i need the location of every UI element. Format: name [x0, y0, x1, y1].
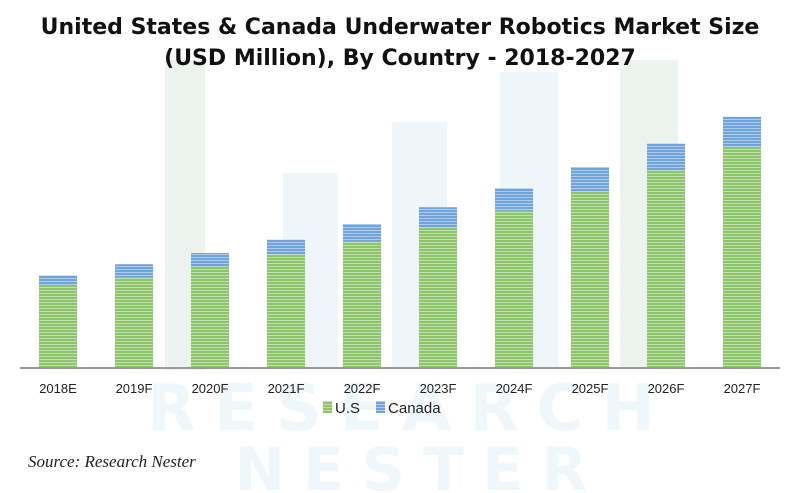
x-tick-label: 2018E	[39, 381, 77, 396]
bar-us-2021F	[267, 254, 305, 367]
bar-us-2018E	[39, 285, 77, 367]
x-tick-label: 2027F	[724, 381, 761, 396]
title-line-1: United States & Canada Underwater Roboti…	[40, 15, 760, 40]
chart-title: United States & Canada Underwater Roboti…	[0, 12, 800, 74]
svg-text:NESTER: NESTER	[235, 435, 606, 493]
title-line-2: (USD Million), By Country - 2018-2027	[164, 46, 636, 71]
bar-us-2027F	[723, 146, 761, 367]
x-tick-label: 2026F	[648, 381, 685, 396]
bar-us-2025F	[571, 191, 609, 367]
bar-canada-2022F	[343, 223, 381, 242]
bar-us-2020F	[191, 266, 229, 367]
bar-canada-2027F	[723, 116, 761, 147]
x-tick-label: 2021F	[268, 381, 305, 396]
bar-canada-2026F	[647, 143, 685, 171]
bar-us-2019F	[115, 277, 153, 367]
legend-swatch	[376, 401, 386, 413]
x-tick-label: 2023F	[420, 381, 457, 396]
legend-label: Canada	[388, 400, 441, 417]
bar-canada-2023F	[419, 207, 457, 228]
x-tick-label: 2022F	[344, 381, 381, 396]
bar-canada-2018E	[39, 275, 77, 286]
bar-canada-2025F	[571, 166, 609, 192]
legend-label: U.S	[335, 400, 360, 417]
bar-canada-2019F	[115, 264, 153, 278]
x-tick-label: 2025F	[572, 381, 609, 396]
bar-canada-2021F	[267, 239, 305, 255]
bar-us-2023F	[419, 227, 457, 367]
svg-text:RESEARCH: RESEARCH	[147, 372, 673, 446]
bar-canada-2024F	[495, 188, 533, 211]
x-tick-label: 2020F	[192, 381, 229, 396]
bar-us-2022F	[343, 241, 381, 367]
x-tick-label: 2019F	[116, 381, 153, 396]
bar-canada-2020F	[191, 253, 229, 267]
bar-us-2026F	[647, 170, 685, 367]
bar-us-2024F	[495, 210, 533, 367]
x-tick-label: 2024F	[496, 381, 533, 396]
source-note: Source: Research Nester	[28, 452, 196, 471]
legend-swatch	[323, 401, 332, 413]
